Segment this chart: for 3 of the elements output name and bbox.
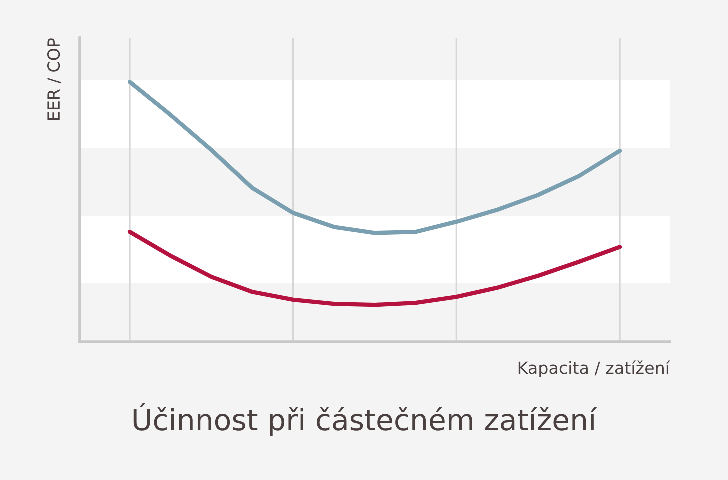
y-axis-title: EER / COP [47, 38, 62, 120]
x-axis-title: Kapacita / zatížení [518, 360, 670, 378]
text: Účinnost při částečném zatížení [134, 403, 598, 437]
